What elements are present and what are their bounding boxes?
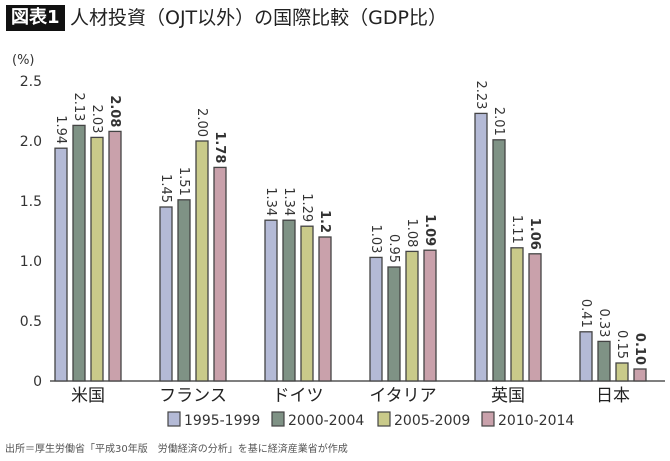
data-label: 0.41 — [578, 299, 593, 328]
data-label: 1.06 — [527, 218, 542, 250]
bar-2010-2014 — [528, 253, 542, 382]
bar-2005-2009 — [405, 250, 419, 382]
x-tick-label: フランス — [159, 386, 227, 406]
bar-1995-1999 — [579, 331, 593, 382]
chart-title: 人材投資（OJT以外）の国際比較（GDP比） — [70, 7, 447, 29]
data-label: 1.94 — [53, 115, 68, 144]
y-tick-label: 2.5 — [20, 74, 42, 90]
legend-label: 2000-2004 — [288, 413, 364, 429]
data-label: 1.09 — [422, 214, 437, 246]
bar-2010-2014 — [633, 368, 647, 382]
bar-2000-2004 — [387, 266, 401, 382]
data-label: 1.29 — [299, 193, 314, 222]
legend-label: 1995-1999 — [184, 413, 260, 429]
y-tick-label: 1.5 — [20, 194, 42, 210]
x-tick-label: イタリア — [369, 386, 436, 406]
x-tick-label: 米国 — [71, 386, 105, 406]
y-tick-label: 1.0 — [20, 254, 42, 270]
data-label: 1.03 — [368, 224, 383, 253]
x-tick-label: ドイツ — [273, 386, 324, 406]
bar-2010-2014 — [213, 166, 227, 382]
data-label: 0.15 — [614, 330, 629, 359]
data-label: 0.33 — [596, 308, 611, 337]
data-label: 2.01 — [491, 107, 506, 136]
y-tick-label: 0 — [33, 374, 42, 390]
legend-swatch — [481, 411, 495, 427]
y-tick-label: 2.0 — [20, 134, 42, 150]
data-label: 1.45 — [158, 174, 173, 203]
legend-label: 2005-2009 — [394, 413, 470, 429]
data-label: 2.03 — [89, 104, 104, 133]
data-label: 2.13 — [71, 92, 86, 121]
bar-2010-2014 — [108, 130, 122, 382]
bar-2005-2009 — [615, 362, 629, 382]
bar-2005-2009 — [90, 136, 104, 382]
data-label: 2.23 — [473, 80, 488, 109]
bar-1995-1999 — [54, 147, 68, 382]
bar-2000-2004 — [72, 124, 86, 382]
bar-2000-2004 — [492, 139, 506, 382]
x-tick-label: 英国 — [491, 386, 525, 406]
source-note: 出所＝厚生労働省「平成30年版 労働経済の分析」を基に経済産業省が作成 — [5, 444, 348, 455]
legend-label: 2010-2014 — [498, 413, 574, 429]
bar-2010-2014 — [423, 249, 437, 382]
bar-1995-1999 — [159, 206, 173, 382]
bar-2000-2004 — [177, 199, 191, 382]
legend-swatch — [271, 411, 285, 427]
y-axis-label: (%) — [12, 53, 35, 68]
data-label: 1.08 — [404, 218, 419, 247]
data-label: 1.2 — [317, 210, 332, 233]
y-tick-label: 0.5 — [20, 314, 42, 330]
data-label: 1.78 — [212, 131, 227, 163]
bar-2010-2014 — [318, 236, 332, 382]
data-label: 1.11 — [509, 215, 524, 244]
data-label: 1.34 — [281, 187, 296, 216]
bar-2000-2004 — [597, 340, 611, 382]
figure-badge: 図表1 — [6, 5, 65, 31]
legend-swatch — [167, 411, 181, 427]
bar-2005-2009 — [300, 225, 314, 382]
data-label: 0.95 — [386, 234, 401, 263]
x-tick-label: 日本 — [596, 386, 630, 406]
bar-2005-2009 — [195, 140, 209, 382]
legend-swatch — [377, 411, 391, 427]
data-label: 1.34 — [263, 187, 278, 216]
data-label: 0.10 — [632, 333, 647, 365]
bar-1995-1999 — [264, 219, 278, 382]
bar-2005-2009 — [510, 247, 524, 382]
bar-1995-1999 — [474, 112, 488, 382]
data-label: 1.51 — [176, 167, 191, 196]
data-label: 2.08 — [107, 95, 122, 127]
bar-2000-2004 — [282, 219, 296, 382]
bar-1995-1999 — [369, 256, 383, 382]
data-label: 2.00 — [194, 108, 209, 137]
